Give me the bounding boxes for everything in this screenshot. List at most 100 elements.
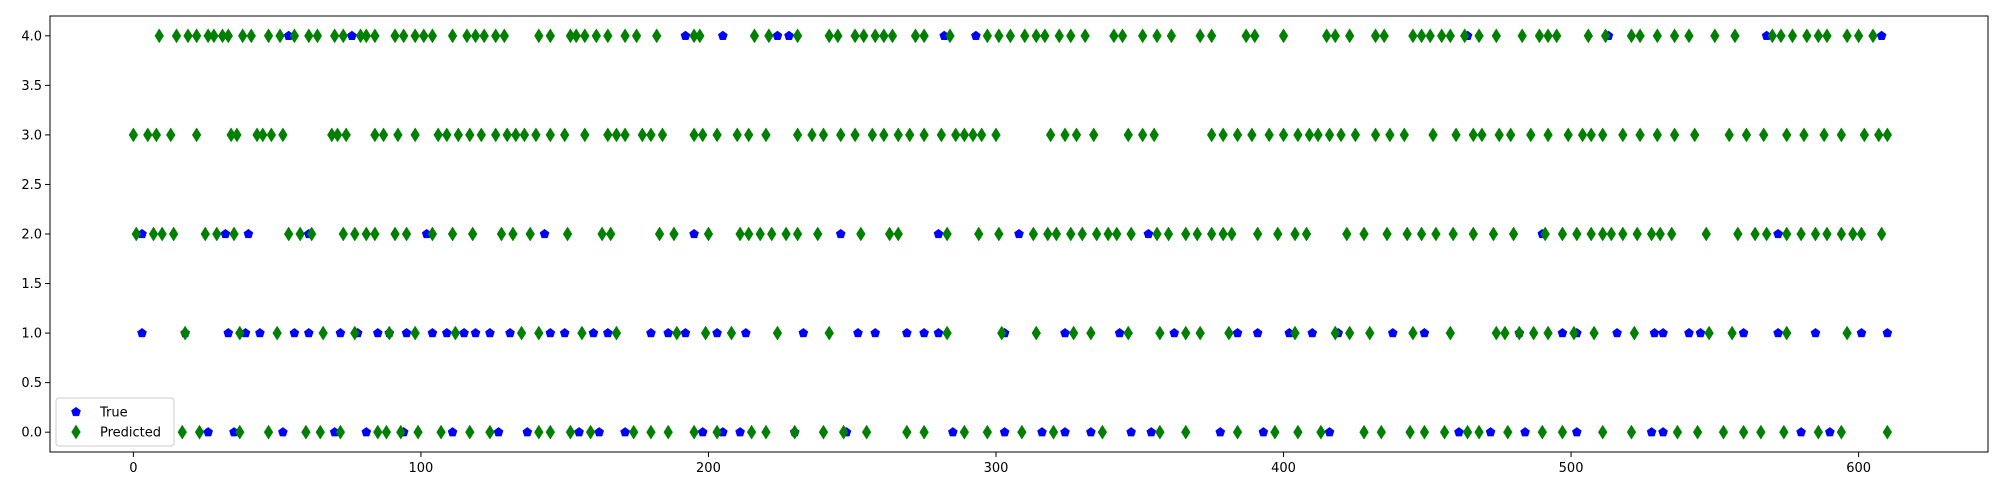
predicted-point-399	[1359, 424, 1369, 440]
true-point-38	[441, 327, 452, 338]
predicted-point-192	[1451, 127, 1461, 143]
predicted-point-410	[1626, 424, 1637, 440]
predicted-point-137	[531, 127, 541, 143]
predicted-point-328	[824, 325, 834, 341]
predicted-point-373	[565, 424, 576, 440]
predicted-point-119	[266, 127, 277, 143]
true-point-99	[948, 427, 958, 437]
predicted-point-356	[1842, 325, 1852, 341]
predicted-point-221	[168, 226, 179, 242]
predicted-point-163	[936, 127, 947, 143]
predicted-point-102	[1776, 28, 1786, 44]
predicted-point-98	[1684, 28, 1694, 44]
predicted-point-201	[1586, 127, 1596, 143]
true-point-60	[1114, 327, 1125, 338]
predicted-point-257	[974, 226, 984, 242]
legend-marker-true	[71, 406, 81, 417]
predicted-point-333	[1086, 325, 1096, 341]
predicted-point-232	[390, 226, 400, 242]
predicted-point-93	[1600, 28, 1611, 44]
predicted-point-190	[1399, 127, 1409, 143]
predicted-point-49	[859, 28, 869, 44]
predicted-point-265	[1103, 226, 1113, 242]
predicted-point-245	[703, 226, 714, 242]
predicted-point-23	[419, 28, 429, 44]
predicted-point-181	[1278, 127, 1289, 143]
predicted-point-397	[1293, 424, 1303, 440]
true-point-31	[303, 327, 314, 338]
predicted-point-396	[1270, 424, 1280, 440]
predicted-point-317	[384, 325, 394, 341]
predicted-point-226	[295, 226, 305, 242]
predicted-point-222	[200, 226, 210, 242]
x-tick-label: 300	[984, 461, 1009, 476]
predicted-point-365	[381, 424, 392, 440]
predicted-point-157	[850, 127, 860, 143]
predicted-point-146	[657, 127, 668, 143]
true-point-34	[372, 327, 383, 338]
predicted-point-219	[148, 226, 159, 242]
true-point-49	[680, 327, 691, 338]
predicted-point-210	[1759, 127, 1769, 143]
predicted-point-84	[1445, 28, 1456, 44]
predicted-point-174	[1137, 127, 1148, 143]
predicted-point-355	[1782, 325, 1792, 341]
predicted-point-300	[1701, 226, 1711, 242]
predicted-point-184	[1313, 127, 1323, 143]
predicted-point-193	[1468, 127, 1479, 143]
predicted-point-334	[1123, 325, 1133, 341]
true-point-7	[971, 30, 981, 40]
predicted-point-319	[450, 325, 461, 341]
predicted-point-220	[157, 226, 167, 242]
predicted-point-417	[1813, 424, 1824, 440]
true-point-68	[1419, 327, 1430, 338]
predicted-point-154	[807, 127, 817, 143]
predicted-point-398	[1316, 424, 1326, 440]
x-tick-label: 500	[1559, 461, 1584, 476]
predicted-point-130	[453, 127, 463, 143]
predicted-point-348	[1528, 325, 1539, 341]
predicted-point-349	[1543, 325, 1553, 341]
predicted-point-177	[1218, 127, 1228, 143]
predicted-point-170	[1060, 127, 1070, 143]
predicted-point-267	[1126, 226, 1136, 242]
predicted-point-299	[1667, 226, 1677, 242]
predicted-point-340	[1330, 325, 1340, 341]
predicted-point-96	[1652, 28, 1663, 44]
legend-marker-predicted	[71, 424, 81, 440]
true-point-55	[902, 327, 912, 338]
predicted-point-343	[1408, 325, 1418, 341]
y-tick-label: 1.0	[21, 327, 42, 342]
predicted-point-0	[154, 28, 164, 44]
predicted-point-74	[1278, 28, 1289, 44]
predicted-point-369	[465, 424, 475, 440]
predicted-point-378	[689, 424, 699, 440]
predicted-point-276	[1273, 226, 1283, 242]
predicted-point-155	[818, 127, 829, 143]
predicted-point-312	[180, 325, 190, 341]
predicted-point-104	[1802, 28, 1812, 44]
y-tick-label: 2.0	[21, 228, 42, 243]
predicted-point-114	[191, 127, 202, 143]
predicted-point-322	[577, 325, 587, 341]
x-tick-label: 400	[1271, 461, 1296, 476]
true-point-105	[1146, 427, 1157, 437]
predicted-point-391	[1048, 424, 1059, 440]
predicted-point-32	[545, 28, 556, 44]
predicted-point-273	[1218, 226, 1228, 242]
predicted-point-372	[545, 424, 556, 440]
true-point-96	[735, 427, 745, 437]
predicted-point-371	[534, 424, 544, 440]
predicted-point-413	[1718, 424, 1729, 440]
predicted-point-15	[329, 28, 340, 44]
predicted-point-228	[338, 226, 348, 242]
predicted-point-25	[447, 28, 458, 44]
predicted-point-306	[1810, 226, 1821, 242]
predicted-point-280	[1359, 226, 1369, 242]
predicted-point-108	[1853, 28, 1864, 44]
true-point-44	[559, 327, 570, 338]
true-point-14	[243, 228, 254, 239]
predicted-point-325	[700, 325, 711, 341]
true-point-88	[447, 427, 458, 437]
true-point-61	[1169, 327, 1180, 338]
